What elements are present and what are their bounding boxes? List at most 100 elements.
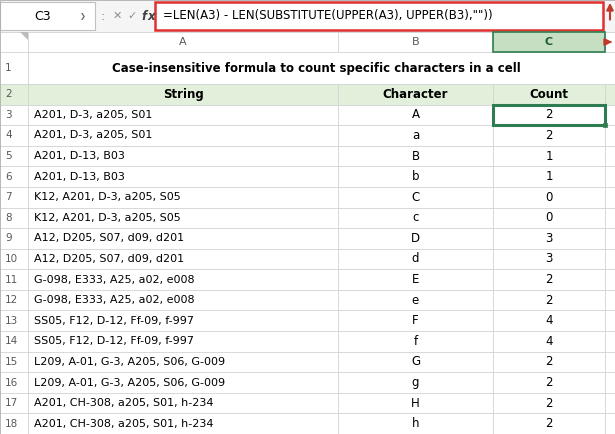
Bar — [493, 310, 605, 331]
Bar — [28, 166, 338, 187]
Text: e: e — [412, 294, 419, 307]
Text: 4: 4 — [5, 131, 12, 141]
Bar — [338, 146, 493, 166]
Text: 13: 13 — [5, 316, 18, 326]
Polygon shape — [20, 32, 28, 40]
Bar — [605, 372, 615, 393]
Bar — [493, 166, 605, 187]
Text: 3: 3 — [546, 253, 553, 266]
Text: =LEN(A3) - LEN(SUBSTITUTE(UPPER(A3), UPPER(B3),"")): =LEN(A3) - LEN(SUBSTITUTE(UPPER(A3), UPP… — [163, 10, 493, 23]
Bar — [493, 352, 605, 372]
Bar — [0, 187, 28, 207]
Text: Count: Count — [530, 88, 568, 101]
Bar — [605, 166, 615, 187]
Text: A: A — [411, 108, 419, 122]
Bar — [28, 187, 338, 207]
Text: A12, D205, S07, d09, d201: A12, D205, S07, d09, d201 — [34, 254, 184, 264]
Text: 14: 14 — [5, 336, 18, 346]
Bar — [0, 290, 28, 310]
Text: 4: 4 — [546, 314, 553, 327]
Bar — [0, 414, 28, 434]
Text: B: B — [411, 37, 419, 47]
Bar — [0, 2, 95, 30]
Bar — [0, 331, 28, 352]
Bar — [605, 187, 615, 207]
Bar — [338, 331, 493, 352]
Bar — [338, 352, 493, 372]
Bar — [338, 249, 493, 269]
Text: 2: 2 — [546, 355, 553, 368]
Bar — [0, 125, 28, 146]
Text: 8: 8 — [5, 213, 12, 223]
Text: 7: 7 — [5, 192, 12, 202]
Text: 17: 17 — [5, 398, 18, 408]
Text: g: g — [412, 376, 419, 389]
Text: b: b — [412, 170, 419, 183]
Bar — [605, 105, 615, 125]
Bar — [28, 207, 338, 228]
Bar — [0, 32, 28, 52]
Bar — [0, 228, 28, 249]
Text: A201, D-13, B03: A201, D-13, B03 — [34, 172, 125, 182]
Text: 9: 9 — [5, 233, 12, 243]
Text: K12, A201, D-3, a205, S05: K12, A201, D-3, a205, S05 — [34, 192, 181, 202]
Bar — [493, 331, 605, 352]
Bar — [493, 290, 605, 310]
Text: 3: 3 — [5, 110, 12, 120]
Bar — [28, 269, 338, 290]
Bar — [338, 105, 493, 125]
Bar — [338, 32, 493, 52]
Text: 2: 2 — [546, 273, 553, 286]
Text: A201, CH-308, a205, S01, h-234: A201, CH-308, a205, S01, h-234 — [34, 398, 213, 408]
Text: G-098, E333, A25, a02, e008: G-098, E333, A25, a02, e008 — [34, 295, 194, 305]
Bar — [605, 84, 615, 105]
Text: A12, D205, S07, d09, d201: A12, D205, S07, d09, d201 — [34, 233, 184, 243]
Text: Case-insensitive formula to count specific characters in a cell: Case-insensitive formula to count specif… — [112, 62, 521, 75]
Bar — [605, 331, 615, 352]
Bar — [605, 269, 615, 290]
Text: 2: 2 — [546, 417, 553, 430]
Bar — [493, 249, 605, 269]
Bar — [338, 393, 493, 414]
Bar — [338, 269, 493, 290]
Text: 2: 2 — [546, 108, 553, 122]
Bar — [28, 290, 338, 310]
Bar — [493, 269, 605, 290]
Bar — [28, 84, 338, 105]
Text: 10: 10 — [5, 254, 18, 264]
Bar — [605, 32, 615, 52]
Text: 2: 2 — [546, 376, 553, 389]
Bar — [605, 125, 615, 146]
Text: 3: 3 — [546, 232, 553, 245]
Bar — [493, 187, 605, 207]
Text: G-098, E333, A25, a02, e008: G-098, E333, A25, a02, e008 — [34, 275, 194, 285]
Bar — [28, 52, 615, 84]
Text: SS05, F12, D-12, Ff-09, f-997: SS05, F12, D-12, Ff-09, f-997 — [34, 316, 194, 326]
Bar — [605, 146, 615, 166]
Text: 4: 4 — [546, 335, 553, 348]
Bar — [605, 352, 615, 372]
Bar — [0, 0, 615, 32]
Text: 12: 12 — [5, 295, 18, 305]
Bar — [338, 84, 493, 105]
Text: A201, CH-308, a205, S01, h-234: A201, CH-308, a205, S01, h-234 — [34, 419, 213, 429]
Text: 1: 1 — [546, 150, 553, 163]
Bar — [0, 310, 28, 331]
Bar — [28, 125, 338, 146]
Text: 15: 15 — [5, 357, 18, 367]
Bar — [0, 352, 28, 372]
Bar — [605, 310, 615, 331]
Text: C: C — [411, 191, 419, 204]
Bar — [28, 32, 338, 52]
Text: A201, D-13, B03: A201, D-13, B03 — [34, 151, 125, 161]
Bar — [493, 105, 605, 125]
Bar — [605, 207, 615, 228]
Bar — [0, 269, 28, 290]
Text: 2: 2 — [5, 89, 12, 99]
Bar — [605, 228, 615, 249]
Text: 0: 0 — [546, 211, 553, 224]
Bar — [28, 228, 338, 249]
Bar — [0, 105, 28, 125]
Text: x: x — [147, 10, 154, 23]
Bar — [28, 393, 338, 414]
